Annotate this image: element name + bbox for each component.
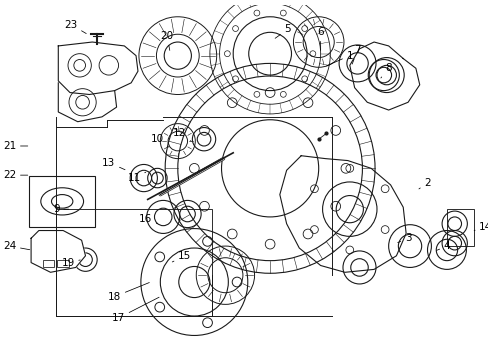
Text: 20: 20 [160, 31, 173, 50]
Polygon shape [31, 230, 85, 272]
Text: 11: 11 [127, 172, 145, 183]
Text: 7: 7 [351, 45, 360, 64]
Text: 4: 4 [436, 241, 449, 251]
Bar [56, 209, 211, 316]
Bar [446, 209, 473, 246]
Text: 23: 23 [64, 19, 86, 33]
Polygon shape [349, 42, 419, 110]
Bar [57, 260, 69, 267]
Text: 24: 24 [3, 241, 30, 251]
Text: 6: 6 [317, 27, 323, 50]
Text: 17: 17 [112, 297, 159, 323]
Text: 10: 10 [150, 134, 168, 147]
Text: 13: 13 [102, 158, 125, 170]
Bar [29, 176, 95, 227]
Text: 21: 21 [3, 141, 28, 151]
Text: 15: 15 [172, 251, 191, 262]
Text: 12: 12 [173, 129, 191, 141]
Text: 3: 3 [397, 233, 410, 243]
Text: 1: 1 [326, 51, 352, 66]
Text: 18: 18 [108, 283, 149, 302]
Text: 9: 9 [53, 204, 68, 214]
Text: 2: 2 [418, 178, 430, 189]
Text: 5: 5 [275, 24, 290, 38]
Text: 19: 19 [61, 258, 80, 267]
Text: 22: 22 [3, 170, 28, 180]
Text: 14: 14 [473, 222, 488, 231]
Polygon shape [279, 156, 406, 272]
Text: 16: 16 [139, 214, 157, 224]
Polygon shape [58, 42, 138, 94]
Bar [42, 260, 54, 267]
Text: 8: 8 [380, 63, 391, 78]
